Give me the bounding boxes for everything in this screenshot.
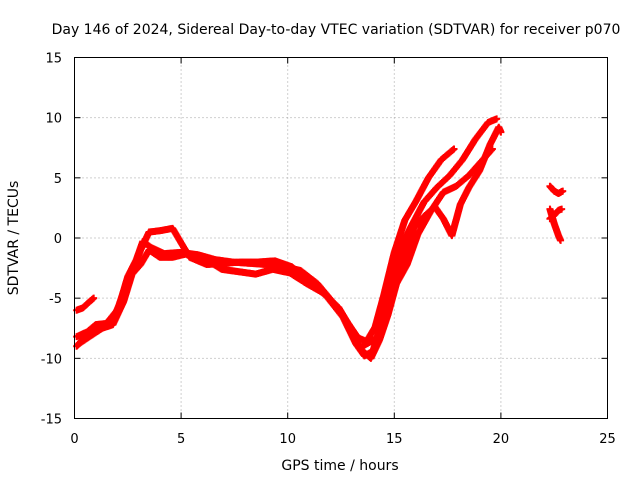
x-tick-label: 10 — [279, 432, 296, 447]
data-point — [558, 205, 566, 213]
y-tick-label: 0 — [54, 232, 62, 247]
y-tick-label: 5 — [54, 172, 62, 187]
y-axis-label: SDTVAR / TECUs — [6, 181, 22, 296]
y-tick-label: -5 — [49, 292, 62, 307]
y-tick-label: 10 — [45, 112, 62, 127]
x-axis: 0 5 10 15 20 25 — [70, 57, 616, 447]
data-point — [559, 187, 567, 195]
data-point — [557, 236, 565, 244]
x-axis-label: GPS time / hours — [281, 458, 398, 474]
data-point — [493, 115, 501, 123]
data-point — [90, 294, 98, 302]
x-tick-label: 0 — [70, 432, 78, 447]
x-tick-label: 20 — [493, 432, 510, 447]
data-point — [450, 145, 458, 153]
data-points — [73, 115, 567, 362]
y-tick-label: -10 — [41, 352, 62, 367]
y-axis: -15 -10 -5 0 5 10 15 — [41, 52, 608, 428]
x-tick-label: 5 — [177, 432, 185, 447]
grid — [74, 57, 608, 419]
chart-title: Day 146 of 2024, Sidereal Day-to-day VTE… — [52, 22, 621, 38]
data-point — [497, 128, 505, 136]
y-tick-label: 15 — [45, 52, 62, 67]
x-tick-label: 25 — [599, 432, 616, 447]
y-tick-label: -15 — [41, 413, 62, 428]
plot-frame — [74, 57, 608, 419]
x-tick-label: 15 — [386, 432, 403, 447]
